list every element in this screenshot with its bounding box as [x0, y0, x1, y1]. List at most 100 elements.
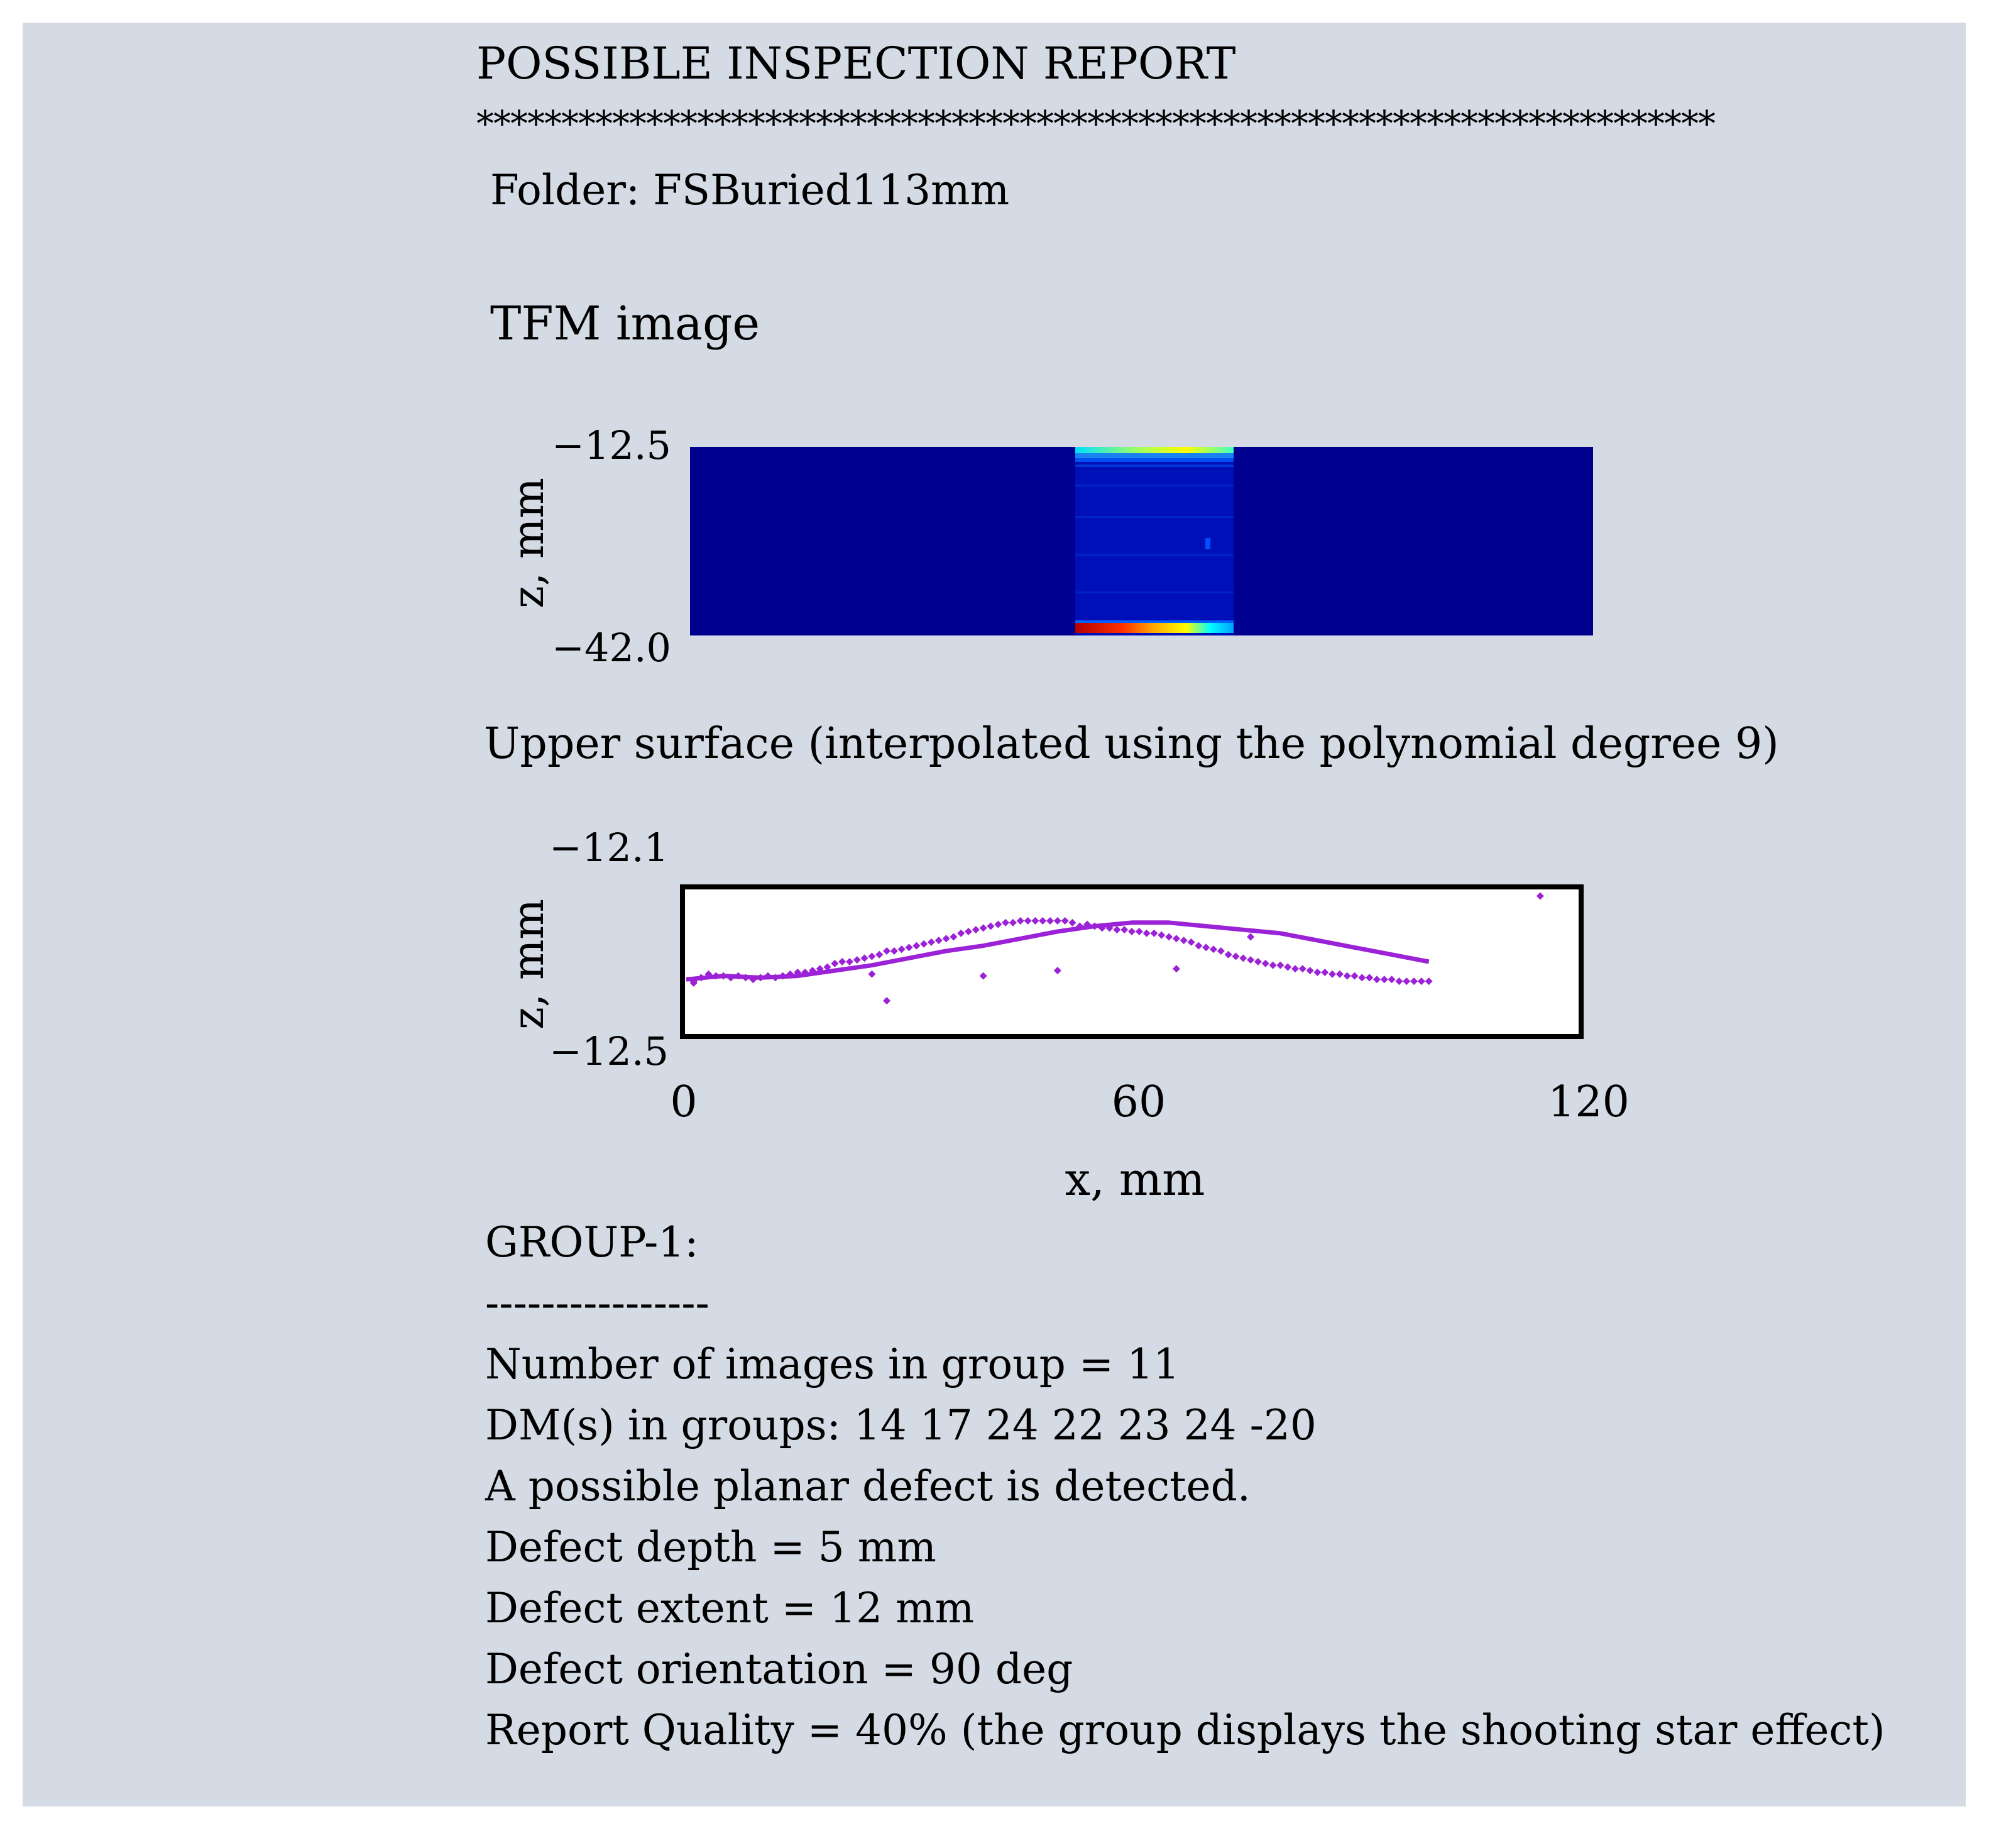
data-point [1142, 929, 1151, 937]
data-point [1425, 977, 1433, 986]
data-point [920, 940, 928, 948]
data-point [1150, 929, 1158, 937]
data-point [1090, 922, 1098, 930]
tfm-bottom-band [1075, 623, 1234, 633]
data-point [890, 947, 898, 955]
surface-xlabel: x, mm [1065, 1153, 1205, 1206]
data-point [1009, 918, 1017, 926]
data-point [1328, 970, 1337, 978]
data-point [1306, 967, 1314, 975]
data-point [1039, 917, 1047, 925]
data-point [950, 933, 958, 941]
data-point [1105, 924, 1114, 932]
data-point [838, 958, 846, 965]
data-point [1366, 974, 1374, 982]
data-point [1209, 945, 1217, 954]
fit-curve [686, 920, 1430, 982]
data-point [1113, 926, 1121, 934]
tfm-ytick-bottom: −42.0 [552, 625, 671, 671]
data-point [845, 958, 853, 965]
data-point [1172, 965, 1180, 973]
data-point [1350, 972, 1359, 980]
data-point [771, 974, 779, 982]
data-point [1024, 917, 1032, 925]
surface-ylabel: z, mm [504, 898, 554, 1030]
surface-ytick-top: −12.1 [549, 825, 669, 871]
data-point [1046, 917, 1055, 925]
data-point [883, 997, 891, 1005]
data-point [1403, 977, 1411, 986]
group-num-images: Number of images in group = 11 [485, 1340, 1180, 1388]
data-point [860, 954, 868, 962]
data-point [912, 942, 921, 950]
tfm-noise-3 [1075, 554, 1234, 556]
data-point [1195, 942, 1203, 950]
tfm-noise-4 [1075, 591, 1234, 593]
data-point [1165, 933, 1173, 941]
data-point [726, 974, 735, 982]
data-point [764, 972, 772, 980]
surface-heading: Upper surface (interpolated using the po… [484, 719, 1779, 769]
tfm-bottom-edge [1075, 620, 1234, 623]
group-depth: Defect depth = 5 mm [485, 1523, 936, 1571]
data-point [1061, 917, 1069, 925]
data-point [1247, 933, 1255, 941]
data-point [1128, 927, 1136, 935]
data-point [868, 970, 876, 978]
surface-xtick-120: 120 [1548, 1077, 1630, 1127]
data-point [1284, 963, 1292, 971]
data-point [720, 972, 728, 980]
data-point [965, 927, 973, 935]
data-point [1002, 918, 1010, 926]
group-dms: DM(s) in groups: 14 17 24 22 23 24 -20 [485, 1401, 1317, 1449]
folder-label: Folder: FSBuried113mm [490, 166, 1010, 214]
group-detection: A possible planar defect is detected. [485, 1462, 1251, 1510]
data-point [816, 965, 824, 973]
group-orientation: Defect orientation = 90 deg [485, 1645, 1073, 1693]
data-point [934, 937, 943, 945]
data-point [734, 972, 742, 980]
tfm-noise-2 [1075, 516, 1234, 518]
data-point [1172, 935, 1180, 943]
data-point [1135, 927, 1143, 935]
data-point [853, 956, 861, 964]
tfm-noise-1 [1075, 485, 1234, 487]
data-point [1224, 950, 1232, 959]
data-point [927, 938, 935, 946]
data-point [979, 924, 987, 932]
data-point [868, 952, 876, 960]
data-point [801, 968, 809, 976]
separator-stars: ****************************************… [476, 104, 1716, 145]
data-point [697, 974, 705, 982]
data-point [1395, 977, 1403, 986]
data-point [1187, 938, 1195, 946]
data-point [1298, 965, 1307, 973]
data-point [1269, 961, 1277, 969]
data-point [1358, 974, 1366, 982]
data-point [1321, 968, 1329, 976]
data-point [1313, 968, 1322, 976]
data-point [1388, 976, 1396, 984]
tfm-heading: TFM image [490, 297, 760, 351]
data-point [1053, 967, 1061, 975]
data-point [712, 972, 720, 980]
data-point [957, 929, 965, 937]
data-point [1372, 976, 1381, 984]
data-point [1261, 959, 1269, 967]
data-point [875, 950, 884, 959]
data-point [1232, 952, 1240, 960]
data-point [1031, 917, 1039, 925]
plot-frame [680, 884, 1584, 1039]
data-point [831, 959, 839, 967]
group-quality: Report Quality = 40% (the group displays… [485, 1706, 1885, 1754]
data-point [1120, 926, 1129, 934]
tfm-top-band [1075, 447, 1234, 453]
data-point [786, 970, 794, 978]
data-point [1417, 977, 1425, 986]
data-point [749, 976, 757, 984]
tfm-top-band-2 [1075, 453, 1234, 458]
data-point [1335, 970, 1344, 978]
data-point [757, 974, 765, 982]
data-point [1239, 954, 1247, 962]
data-point [994, 920, 1002, 928]
